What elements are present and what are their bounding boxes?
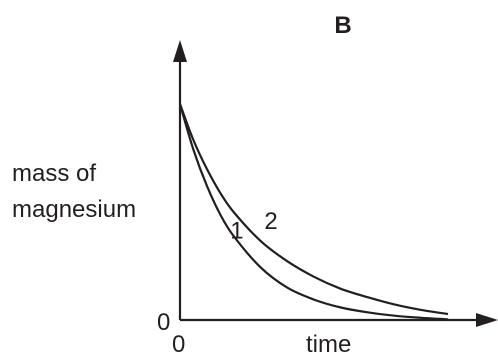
y-axis-arrow-icon xyxy=(173,40,187,62)
chart-title: B xyxy=(334,12,351,39)
curves xyxy=(178,103,449,321)
x-tick-label: 0 xyxy=(172,331,185,358)
series-label-2: 2 xyxy=(264,208,277,235)
y-axis-label-line-1: mass of xyxy=(12,160,96,187)
axes xyxy=(173,40,498,327)
curve-series-2 xyxy=(178,103,449,316)
y-tick-label: 0 xyxy=(157,309,170,336)
series-label-1: 1 xyxy=(230,217,243,244)
x-axis-label: time xyxy=(306,331,351,358)
y-axis-label-line-2: magnesium xyxy=(12,196,136,223)
x-axis-arrow-icon xyxy=(476,313,498,327)
curve-series-1 xyxy=(178,103,449,321)
